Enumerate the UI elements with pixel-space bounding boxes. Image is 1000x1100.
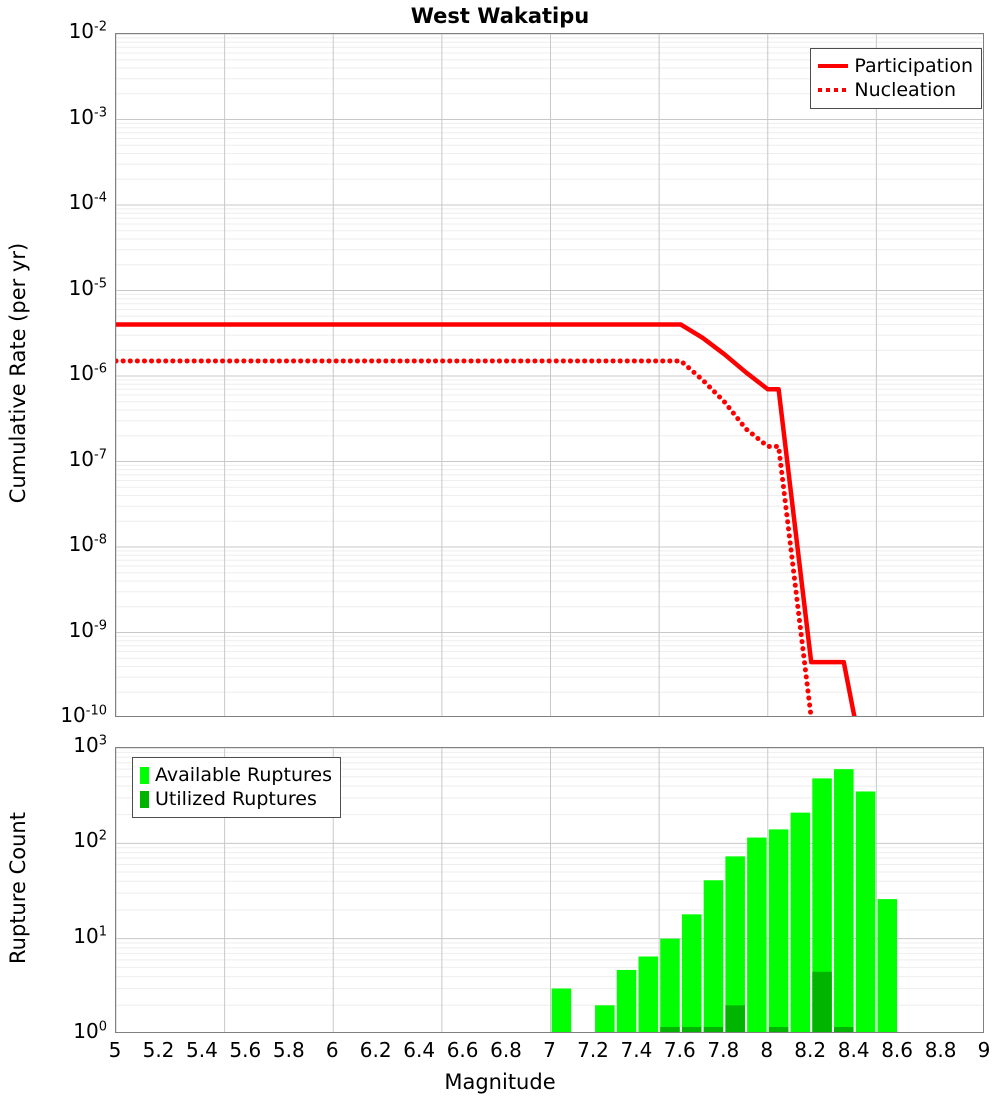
bar-available [747, 837, 767, 1032]
bar-utilized [660, 1027, 680, 1032]
x-tick-6.2: 6.2 [359, 1038, 392, 1062]
x-axis-label: Magnitude [444, 1070, 556, 1094]
x-tick-5: 5 [108, 1038, 122, 1062]
bar-utilized [681, 1027, 702, 1032]
participation-nucleation-legend-swatch-icon [818, 64, 849, 69]
rupture-count-legend: Available Ruptures Utilized Ruptures [132, 757, 341, 818]
bar-available [855, 791, 876, 1032]
bar-available [595, 1005, 615, 1032]
cumulative-rate-svg [116, 34, 983, 716]
top-y-tick--10: 10-10 [60, 703, 107, 727]
x-tick-8.2: 8.2 [794, 1038, 827, 1062]
x-tick-7.6: 7.6 [663, 1038, 696, 1062]
x-tick-6: 6 [325, 1038, 339, 1062]
bar-utilized [725, 1005, 745, 1032]
participation-nucleation-legend-label: Nucleation [854, 79, 957, 102]
rupture-legend-swatch-icon [140, 766, 149, 784]
x-tick-8: 8 [760, 1038, 774, 1062]
top-y-tick--5: 10-5 [68, 275, 107, 300]
series-nucleation [116, 358, 814, 716]
x-tick-5.6: 5.6 [229, 1038, 262, 1062]
rupture-legend-item: Utilized Ruptures [140, 787, 332, 811]
bar-available [877, 899, 898, 1032]
rupture-count-svg [116, 748, 983, 1032]
bar-available [638, 956, 659, 1032]
x-tick-6.8: 6.8 [490, 1038, 522, 1062]
rupture-legend-swatch-icon [140, 790, 149, 808]
bar-available [834, 769, 854, 1032]
bottom-y-tick-3: 103 [73, 733, 107, 757]
x-tick-7.4: 7.4 [620, 1038, 653, 1062]
bar-available [551, 988, 572, 1032]
bar-available [703, 880, 724, 1032]
bar-available [616, 969, 637, 1032]
x-tick-8.8: 8.8 [924, 1038, 957, 1062]
top-y-tick--6: 10-6 [68, 361, 107, 385]
bar-utilized [703, 1027, 724, 1032]
participation-nucleation-legend-item: Nucleation [818, 78, 973, 102]
participation-nucleation-legend-label: Participation [854, 55, 973, 77]
x-tick-5.4: 5.4 [185, 1038, 218, 1062]
participation-nucleation-legend-item: Participation [818, 54, 973, 78]
x-tick-6.6: 6.6 [446, 1038, 479, 1062]
x-tick-8.6: 8.6 [881, 1038, 913, 1062]
bottom-y-axis-label: Rupture Count [6, 812, 30, 964]
x-tick-7.2: 7.2 [577, 1038, 609, 1062]
bar-available [768, 829, 789, 1032]
top-y-tick--8: 10-8 [68, 532, 107, 556]
bar-available [725, 856, 745, 1032]
x-tick-5.8: 5.8 [272, 1038, 305, 1062]
participation-nucleation-legend-swatch-icon [818, 88, 849, 93]
x-tick-8.4: 8.4 [837, 1038, 870, 1062]
x-tick-7: 7 [543, 1038, 556, 1062]
x-tick-5.2: 5.2 [142, 1038, 175, 1062]
top-y-tick--3: 10-3 [68, 104, 107, 129]
rupture-legend-label: Utilized Ruptures [155, 788, 317, 811]
top-y-axis-label: Cumulative Rate (per yr) [6, 242, 30, 504]
bar-utilized [812, 971, 832, 1032]
rupture-legend-item: Available Ruptures [140, 763, 332, 787]
top-y-tick--9: 10-9 [68, 617, 107, 642]
page-title: West Wakatipu [410, 4, 590, 28]
bar-available [790, 812, 811, 1032]
bottom-y-tick-1: 101 [73, 923, 107, 948]
cumulative-rate-legend: Participation Nucleation [810, 48, 982, 109]
x-tick-7.8: 7.8 [707, 1038, 740, 1062]
series-participation [116, 322, 857, 716]
bottom-y-tick-2: 102 [73, 828, 107, 853]
x-tick-9: 9 [977, 1038, 991, 1062]
rupture-legend-label: Available Ruptures [155, 764, 332, 786]
top-y-tick--7: 10-7 [68, 446, 107, 471]
bar-utilized [768, 1027, 789, 1032]
top-y-tick--4: 10-4 [68, 190, 107, 214]
x-tick-6.4: 6.4 [403, 1038, 436, 1062]
bar-available [681, 914, 702, 1032]
cumulative-rate-plot [115, 33, 984, 717]
top-y-tick--2: 10-2 [68, 19, 107, 43]
bar-available [660, 938, 680, 1032]
bottom-y-tick-0: 100 [73, 1019, 107, 1043]
bar-available [812, 778, 832, 1032]
bar-utilized [834, 1027, 854, 1032]
